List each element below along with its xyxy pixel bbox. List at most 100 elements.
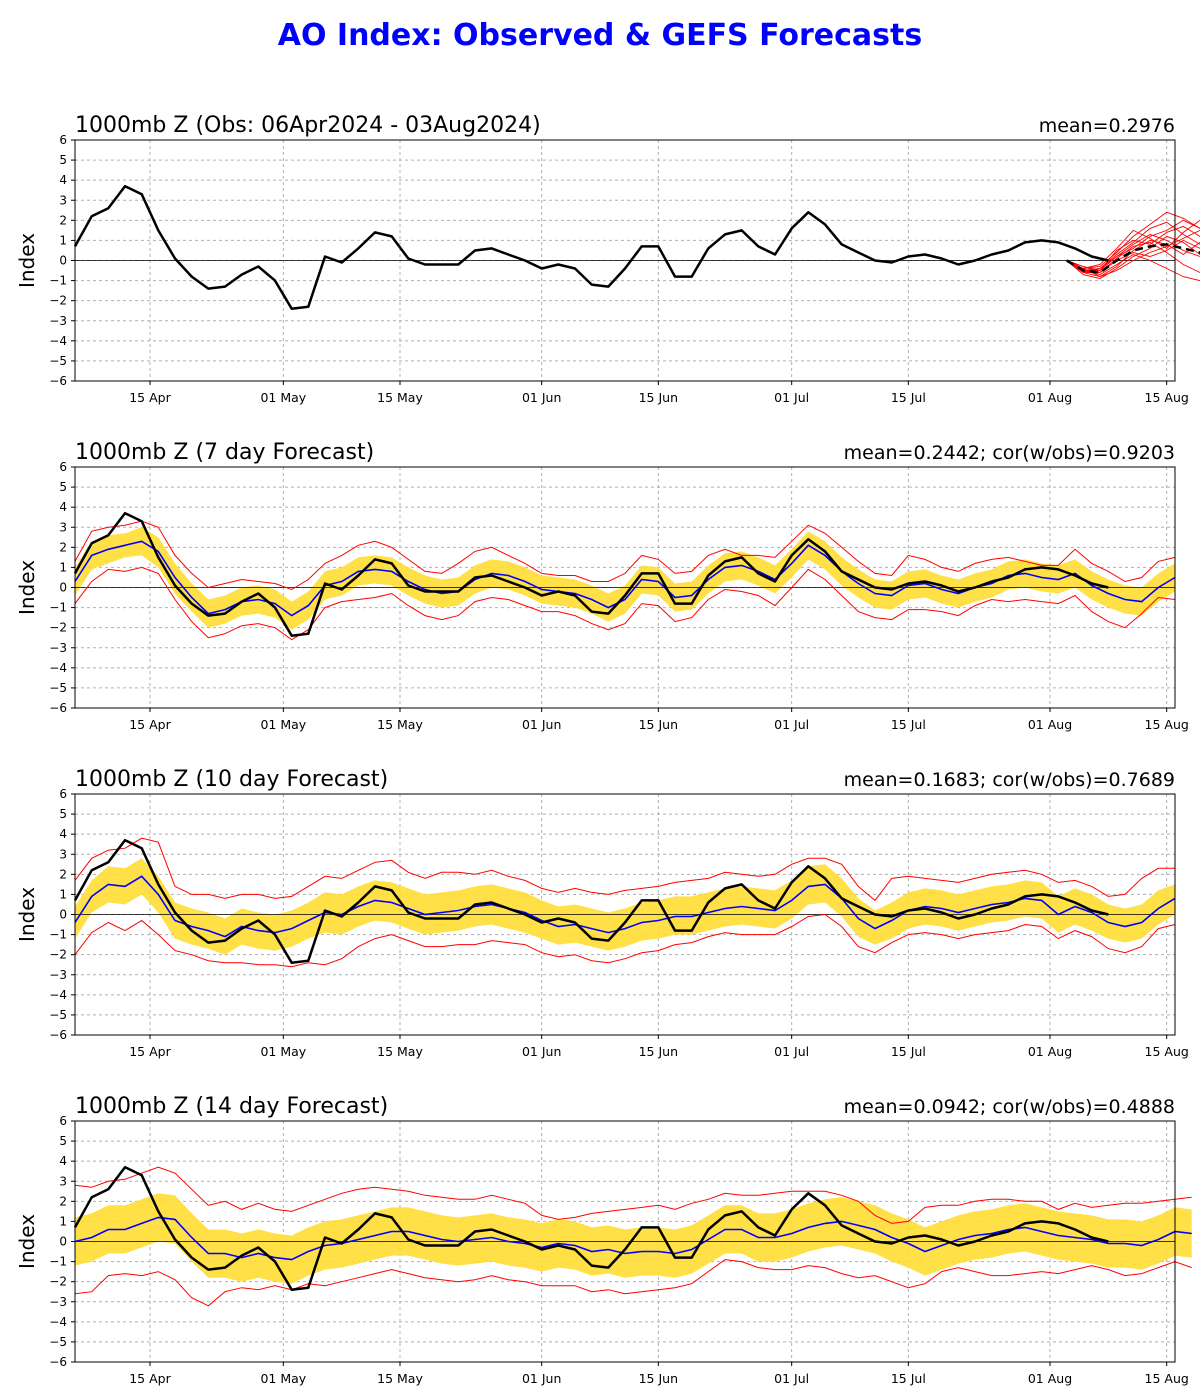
ensemble-member-line-1: [1066, 211, 1200, 269]
chart-title: 1000mb Z (7 day Forecast): [75, 440, 374, 465]
y-axis-label: Index: [15, 233, 39, 288]
y-tick-label: 5: [59, 153, 67, 167]
y-tick-label: −4: [49, 661, 67, 675]
x-tick-label: 01 Jul: [774, 1371, 809, 1386]
x-tick-label: 01 Aug: [1028, 1371, 1072, 1386]
y-tick-label: −4: [49, 1315, 67, 1329]
y-axis-label: Index: [15, 887, 39, 942]
extreme-lower-line: [74, 1259, 1192, 1307]
x-tick-label: 01 May: [260, 390, 306, 405]
spread-band: [75, 527, 1175, 630]
y-tick-label: −2: [49, 1275, 67, 1289]
extreme-lower-line: [74, 913, 1176, 968]
x-tick-label: 15 Jul: [891, 390, 926, 405]
x-tick-label: 15 Aug: [1145, 1044, 1189, 1059]
x-tick-label: 15 Jun: [639, 1371, 678, 1386]
y-axis-label: Index: [15, 560, 39, 615]
x-tick-label: 15 Aug: [1145, 390, 1189, 405]
y-tick-label: −1: [49, 274, 67, 288]
observed-line: [73, 511, 1109, 637]
y-tick-label: −5: [49, 1335, 67, 1349]
y-tick-label: −4: [49, 334, 67, 348]
y-tick-label: −3: [49, 314, 67, 328]
x-tick-label: 15 Jul: [891, 1371, 926, 1386]
y-tick-label: −3: [49, 641, 67, 655]
x-tick-label: 01 Jun: [522, 390, 561, 405]
page-title: AO Index: Observed & GEFS Forecasts: [277, 18, 923, 53]
extreme-upper-line: [74, 520, 1176, 591]
y-tick-label: 4: [59, 827, 67, 841]
extreme-upper-line: [74, 1166, 1192, 1224]
y-tick-label: 3: [59, 520, 67, 534]
chart-stat: mean=0.1683; cor(w/obs)=0.7689: [844, 769, 1175, 791]
y-tick-label: 4: [59, 173, 67, 187]
forecast-line: [74, 1216, 1192, 1261]
x-tick-label: 01 Jul: [774, 390, 809, 405]
y-axis-label: Index: [15, 1214, 39, 1269]
chart-panel-4: −6 −5 −4 −3 −2 −1 0 1 2 3 4 5 6 15 Apr 01 May 15 May 01 …: [15, 1094, 1192, 1386]
x-tick-label: 15 Aug: [1145, 717, 1189, 732]
x-tick-label: 15 May: [377, 1044, 423, 1059]
forecast-mean-line: [1066, 243, 1200, 274]
y-tick-label: 0: [59, 581, 67, 595]
x-tick-label: 01 Aug: [1028, 390, 1072, 405]
chart-title: 1000mb Z (14 day Forecast): [75, 1094, 388, 1119]
forecast-line: [74, 875, 1176, 938]
y-tick-label: 2: [59, 1194, 67, 1208]
observed-line: [73, 1165, 1109, 1291]
y-tick-label: −2: [49, 621, 67, 635]
x-tick-label: 15 Jun: [639, 1044, 678, 1059]
x-tick-label: 15 Jul: [891, 1044, 926, 1059]
y-tick-label: 6: [59, 460, 67, 474]
x-tick-label: 15 Jul: [891, 717, 926, 732]
y-tick-label: 0: [59, 1235, 67, 1249]
y-tick-label: 3: [59, 1174, 67, 1188]
ensemble-member-line-9: [1066, 241, 1200, 274]
y-tick-label: 1: [59, 560, 67, 574]
y-tick-label: 4: [59, 500, 67, 514]
chart-stat: mean=0.0942; cor(w/obs)=0.4888: [844, 1096, 1175, 1118]
x-tick-label: 01 Aug: [1028, 1044, 1072, 1059]
chart-panel-1: −6 −5 −4 −3 −2 −1 0 1 2 3 4 5 6 15 Apr 01 May 15 May 01 …: [15, 113, 1200, 405]
y-tick-label: 2: [59, 540, 67, 554]
y-tick-label: 0: [59, 908, 67, 922]
y-tick-label: −4: [49, 988, 67, 1002]
y-tick-label: 5: [59, 807, 67, 821]
ensemble-member-line-5: [1066, 219, 1200, 269]
x-tick-label: 15 Jun: [639, 717, 678, 732]
y-tick-label: 1: [59, 1214, 67, 1228]
y-tick-label: 3: [59, 847, 67, 861]
y-tick-label: −6: [49, 1028, 67, 1042]
x-tick-label: 01 Jun: [522, 1371, 561, 1386]
y-tick-label: −3: [49, 968, 67, 982]
y-tick-label: −5: [49, 354, 67, 368]
x-tick-label: 01 May: [260, 1371, 306, 1386]
x-tick-label: 15 Apr: [129, 390, 171, 405]
y-tick-label: 2: [59, 213, 67, 227]
y-tick-label: −6: [49, 1355, 67, 1369]
y-tick-label: 4: [59, 1154, 67, 1168]
x-tick-label: 15 Aug: [1145, 1371, 1189, 1386]
y-tick-label: −2: [49, 948, 67, 962]
y-tick-label: −2: [49, 294, 67, 308]
x-tick-label: 15 Apr: [129, 1044, 171, 1059]
chart-title: 1000mb Z (10 day Forecast): [75, 767, 388, 792]
x-tick-label: 01 Jun: [522, 717, 561, 732]
x-tick-label: 15 Apr: [129, 1371, 171, 1386]
chart-panel-3: −6 −5 −4 −3 −2 −1 0 1 2 3 4 5 6 15 Apr 01 May 15 May 01 …: [15, 767, 1189, 1059]
y-tick-label: −6: [49, 701, 67, 715]
chart-stat: mean=0.2976: [1039, 115, 1175, 137]
y-tick-label: −5: [49, 681, 67, 695]
x-tick-label: 01 May: [260, 717, 306, 732]
y-tick-label: −6: [49, 374, 67, 388]
ensemble-member-line-3: [1066, 233, 1200, 271]
y-tick-label: 5: [59, 1134, 67, 1148]
x-tick-label: 01 Jun: [522, 1044, 561, 1059]
observed-line: [73, 184, 1109, 310]
y-tick-label: 1: [59, 887, 67, 901]
y-tick-label: 6: [59, 1114, 67, 1128]
y-tick-label: 0: [59, 254, 67, 268]
y-tick-label: −3: [49, 1295, 67, 1309]
extreme-lower-line: [74, 566, 1176, 641]
